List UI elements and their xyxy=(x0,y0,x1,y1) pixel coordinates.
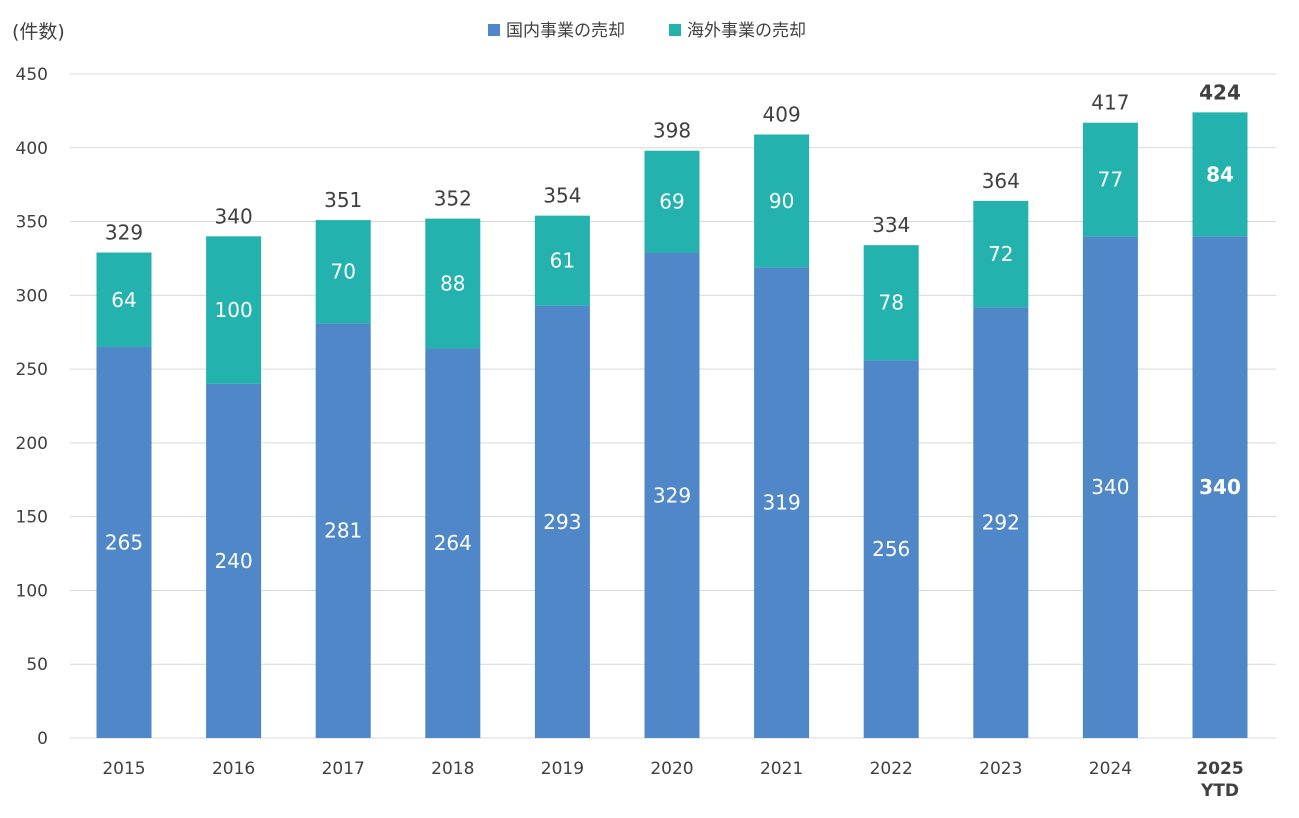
data-label-domestic: 281 xyxy=(324,519,362,543)
data-label-overseas: 100 xyxy=(215,298,253,322)
x-tick-label: 2018 xyxy=(431,759,474,779)
bar-domestic xyxy=(644,252,700,738)
y-axis-unit-label: (件数) xyxy=(12,21,65,43)
bar-domestic xyxy=(973,307,1029,738)
x-tick-label: 2016 xyxy=(212,759,255,779)
x-tick-label: 2021 xyxy=(760,759,803,779)
data-label-overseas: 61 xyxy=(550,249,575,273)
bar-domestic xyxy=(315,323,371,738)
data-label-overseas: 77 xyxy=(1098,168,1123,192)
bar-overseas xyxy=(96,252,152,347)
bar-overseas xyxy=(1192,112,1248,237)
data-label-domestic: 292 xyxy=(982,511,1020,535)
bar-domestic xyxy=(534,305,590,738)
x-tick-label: 2022 xyxy=(870,759,913,779)
data-label-domestic: 265 xyxy=(105,530,143,554)
data-label-total: 351 xyxy=(324,188,362,212)
data-label-overseas: 90 xyxy=(769,189,794,213)
data-labels: 265 64 329 240 100 340 281 70 351 264 88 352 293 61 35… xyxy=(105,80,1241,573)
data-label-total: 352 xyxy=(434,187,472,211)
bar-domestic xyxy=(96,346,152,738)
y-tick-label: 100 xyxy=(16,581,48,601)
bar-overseas xyxy=(973,200,1029,308)
y-tick-label: 250 xyxy=(16,360,48,380)
legend: 国内事業の売却 海外事業の売却 xyxy=(488,21,806,41)
data-label-domestic: 256 xyxy=(872,537,910,561)
y-tick-label: 50 xyxy=(26,655,48,675)
y-tick-label: 200 xyxy=(16,434,48,454)
data-label-domestic: 340 xyxy=(1199,475,1241,499)
data-label-domestic: 264 xyxy=(434,531,472,555)
bar-overseas xyxy=(863,245,919,361)
data-label-total: 364 xyxy=(982,169,1020,193)
bar-overseas xyxy=(644,150,700,253)
data-label-domestic: 293 xyxy=(543,510,581,534)
data-label-overseas: 72 xyxy=(988,242,1013,266)
y-tick-label: 350 xyxy=(16,213,48,233)
bar-overseas xyxy=(1082,122,1138,237)
x-tick-label: 2020 xyxy=(650,759,693,779)
x-tick-label: 2024 xyxy=(1089,759,1132,779)
x-tick-label: 2025 YTD xyxy=(1196,759,1243,801)
bar-overseas xyxy=(754,134,810,268)
bar-domestic xyxy=(1082,236,1138,739)
legend-swatch xyxy=(488,24,500,36)
bar-overseas xyxy=(315,220,371,324)
y-tick-label: 400 xyxy=(16,139,48,159)
legend-label: 海外事業の売却 xyxy=(687,21,806,41)
bar-overseas xyxy=(206,236,262,384)
y-tick-label: 300 xyxy=(16,286,48,306)
data-label-domestic: 240 xyxy=(215,549,253,573)
x-tick-label: 2019 xyxy=(541,759,584,779)
data-label-total: 424 xyxy=(1199,80,1241,104)
data-label-total: 354 xyxy=(543,184,581,208)
x-tick-label: 2017 xyxy=(322,759,365,779)
x-tick-label: 2023 xyxy=(979,759,1022,779)
data-label-total: 340 xyxy=(215,204,253,228)
bar-domestic xyxy=(425,348,481,738)
legend-swatch xyxy=(669,24,681,36)
y-tick-label: 0 xyxy=(37,729,48,749)
data-label-domestic: 329 xyxy=(653,483,691,507)
bar-domestic xyxy=(863,360,919,738)
bar-overseas xyxy=(534,215,590,306)
y-tick-label: 450 xyxy=(16,65,48,85)
legend-label: 国内事業の売却 xyxy=(506,21,625,41)
data-label-overseas: 88 xyxy=(440,272,465,296)
data-label-overseas: 69 xyxy=(659,190,684,214)
y-axis-ticks: 0 50 100 150 200 250 300 350 400 450 xyxy=(16,65,48,749)
x-tick-label: 2015 xyxy=(102,759,145,779)
data-label-total: 417 xyxy=(1091,91,1129,115)
bar-domestic xyxy=(754,267,810,738)
bar-domestic xyxy=(1192,236,1248,739)
data-label-total: 329 xyxy=(105,221,143,245)
data-label-overseas: 70 xyxy=(330,260,355,284)
y-tick-label: 150 xyxy=(16,508,48,528)
bar-overseas xyxy=(425,218,481,349)
data-label-total: 398 xyxy=(653,119,691,143)
data-label-overseas: 84 xyxy=(1206,162,1234,186)
data-label-domestic: 319 xyxy=(763,491,801,515)
x-axis-ticks: 2015 2016 2017 2018 2019 2020 2021 2022 2023 2024… xyxy=(102,759,1243,801)
data-label-domestic: 340 xyxy=(1091,475,1129,499)
data-label-overseas: 78 xyxy=(878,291,903,315)
bar-domestic xyxy=(206,383,262,738)
data-label-overseas: 64 xyxy=(111,288,136,312)
data-label-total: 334 xyxy=(872,213,910,237)
data-label-total: 409 xyxy=(763,102,801,126)
bars xyxy=(96,112,1248,739)
